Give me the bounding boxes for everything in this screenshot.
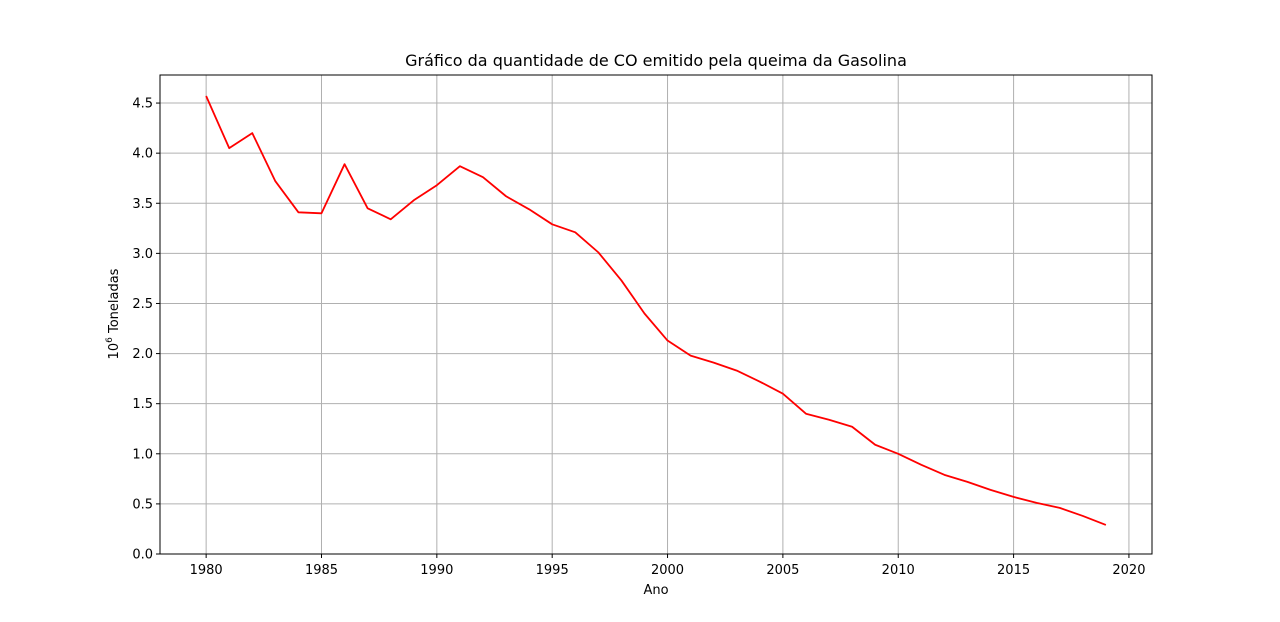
y-axis-label-unit: Toneladas xyxy=(107,268,122,337)
grid-lines xyxy=(160,75,1152,555)
y-tick-label: 4.5 xyxy=(132,97,153,112)
x-tick-label: 2005 xyxy=(766,563,799,578)
y-axis-label-exponent: 6 xyxy=(105,337,115,343)
plot-frame xyxy=(159,74,1153,555)
x-tick-label: 1980 xyxy=(190,563,223,578)
x-tick-label: 2020 xyxy=(1112,563,1145,578)
x-tick-label: 1985 xyxy=(305,563,338,578)
y-tick-label: 2.0 xyxy=(132,347,153,362)
y-tick-label: 2.5 xyxy=(132,297,153,312)
y-tick-label: 0.5 xyxy=(132,497,153,512)
y-axis-label-base: 10 xyxy=(107,343,122,360)
chart-title: Gráfico da quantidade de CO emitido pela… xyxy=(405,51,907,70)
y-tick-label: 1.5 xyxy=(132,397,153,412)
y-tick-label: 4.0 xyxy=(132,147,153,162)
y-tick-label: 1.0 xyxy=(132,447,153,462)
series-group xyxy=(205,95,1107,526)
y-tick-label: 3.0 xyxy=(132,247,153,262)
x-tick-label: 2015 xyxy=(997,563,1030,578)
y-tick-label: 3.5 xyxy=(132,197,153,212)
x-tick-label: 2000 xyxy=(651,563,684,578)
y-axis-label: 106 Toneladas xyxy=(105,268,122,359)
x-tick-label: 2010 xyxy=(882,563,915,578)
y-tick-label: 0.0 xyxy=(132,548,153,563)
series-line xyxy=(205,95,1107,526)
x-axis-label: Ano xyxy=(643,583,668,598)
y-axis-ticks: 0.0 0.5 1.0 1.5 2.0 2.5 3.0 3.5 4.0 4.5 xyxy=(132,97,160,563)
x-tick-label: 1990 xyxy=(420,563,453,578)
x-tick-label: 1995 xyxy=(536,563,569,578)
x-axis-ticks: 1980 1985 1990 1995 2000 2005 2010 2015 2020 xyxy=(190,554,1145,578)
